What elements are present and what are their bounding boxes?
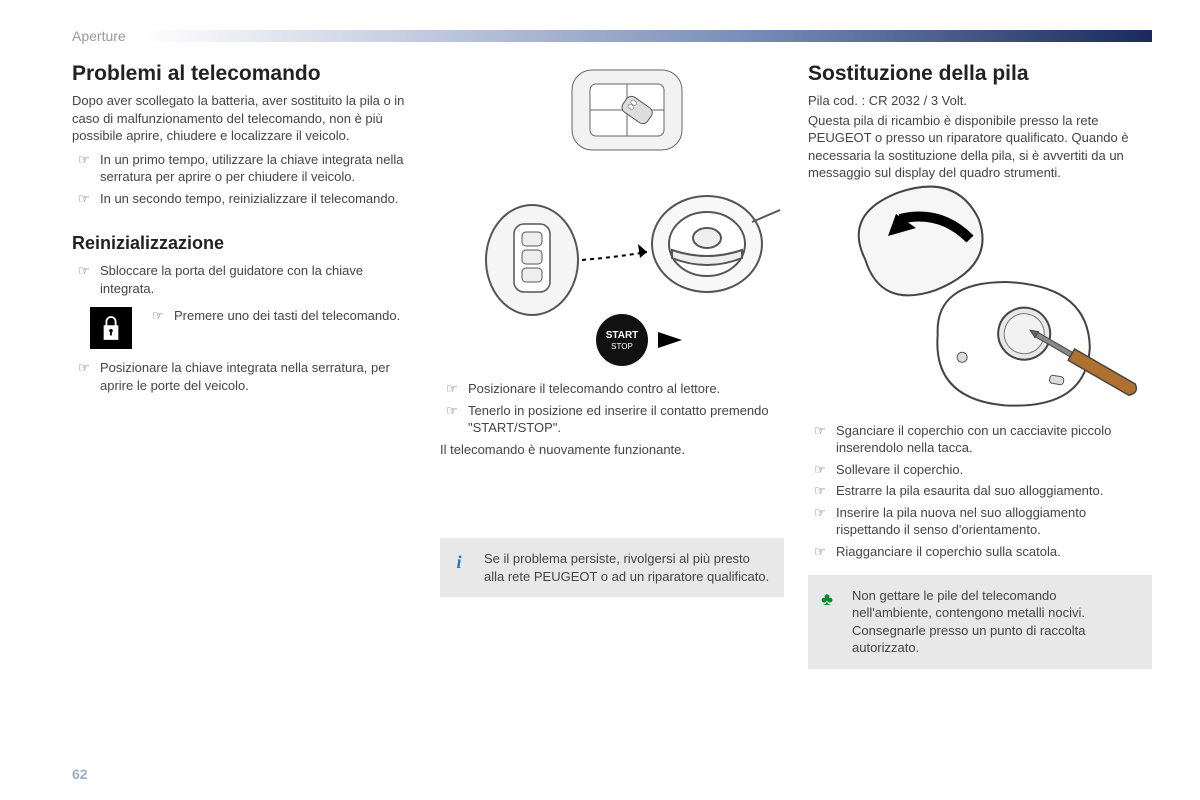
list-item: In un secondo tempo, reinizializzare il … [72, 190, 416, 208]
header-gradient-rule [142, 30, 1152, 42]
heading-reinit: Reinizializzazione [72, 233, 416, 254]
heading-battery: Sostituzione della pila [808, 62, 1152, 86]
bullet-list: In un primo tempo, utilizzare la chiave … [72, 151, 416, 208]
list-item: Premere uno dei tasti del telecomando. [146, 307, 416, 325]
list-item: Estrarre la pila esaurita dal suo allogg… [808, 482, 1152, 500]
bullet-list: Sbloccare la porta del guidatore con la … [72, 262, 416, 297]
remote-start-illustration: START STOP [440, 62, 784, 372]
list-item: Sollevare il coperchio. [808, 461, 1152, 479]
list-item: Sbloccare la porta del guidatore con la … [72, 262, 416, 297]
info-note: i Se il problema persiste, rivolgersi al… [440, 538, 784, 597]
battery-replace-illustration [808, 184, 1152, 414]
note-text: Se il problema persiste, rivolgersi al p… [484, 550, 770, 585]
icon-row: Premere uno dei tasti del telecomando. [90, 307, 416, 349]
bullet-list: Premere uno dei tasti del telecomando. [146, 307, 416, 329]
content-columns: Problemi al telecomando Dopo aver scolle… [72, 62, 1152, 669]
eco-icon: ♣ [816, 587, 838, 657]
page-number: 62 [72, 766, 88, 782]
lock-icon [90, 307, 132, 349]
column-left: Problemi al telecomando Dopo aver scolle… [72, 62, 416, 669]
top-bar: Aperture [72, 28, 1152, 44]
list-item: Riagganciare il coperchio sulla scatola. [808, 543, 1152, 561]
note-body: Non gettare le pile del telecomando nell… [852, 587, 1138, 657]
heading-problemi: Problemi al telecomando [72, 62, 416, 86]
battery-intro: Questa pila di ricambio è disponibile pr… [808, 112, 1152, 182]
bullet-list: Sganciare il coperchio con un cacciavite… [808, 422, 1152, 561]
svg-text:START: START [606, 330, 639, 341]
eco-note: ♣ Non gettare le pile del telecomando ne… [808, 575, 1152, 669]
list-item: In un primo tempo, utilizzare la chiave … [72, 151, 416, 186]
list-item: Posizionare la chiave integrata nella se… [72, 359, 416, 394]
info-icon: i [448, 550, 470, 585]
result-text: Il telecomando è nuovamente funzionante. [440, 441, 784, 459]
section-label: Aperture [72, 28, 126, 44]
bullet-list: Posizionare la chiave integrata nella se… [72, 359, 416, 394]
battery-code: Pila cod. : CR 2032 / 3 Volt. [808, 92, 1152, 110]
note-text: Consegnarle presso un punto di raccolta … [852, 622, 1138, 657]
note-text: Non gettare le pile del telecomando nell… [852, 587, 1138, 622]
svg-text:STOP: STOP [611, 342, 633, 351]
list-item: Tenerlo in posizione ed inserire il cont… [440, 402, 784, 437]
column-middle: START STOP Posizionare il telecomando co… [440, 62, 784, 669]
bullet-list: Posizionare il telecomando contro al let… [440, 380, 784, 437]
intro-text: Dopo aver scollegato la batteria, aver s… [72, 92, 416, 145]
list-item: Inserire la pila nuova nel suo alloggiam… [808, 504, 1152, 539]
column-right: Sostituzione della pila Pila cod. : CR 2… [808, 62, 1152, 669]
list-item: Posizionare il telecomando contro al let… [440, 380, 784, 398]
list-item: Sganciare il coperchio con un cacciavite… [808, 422, 1152, 457]
